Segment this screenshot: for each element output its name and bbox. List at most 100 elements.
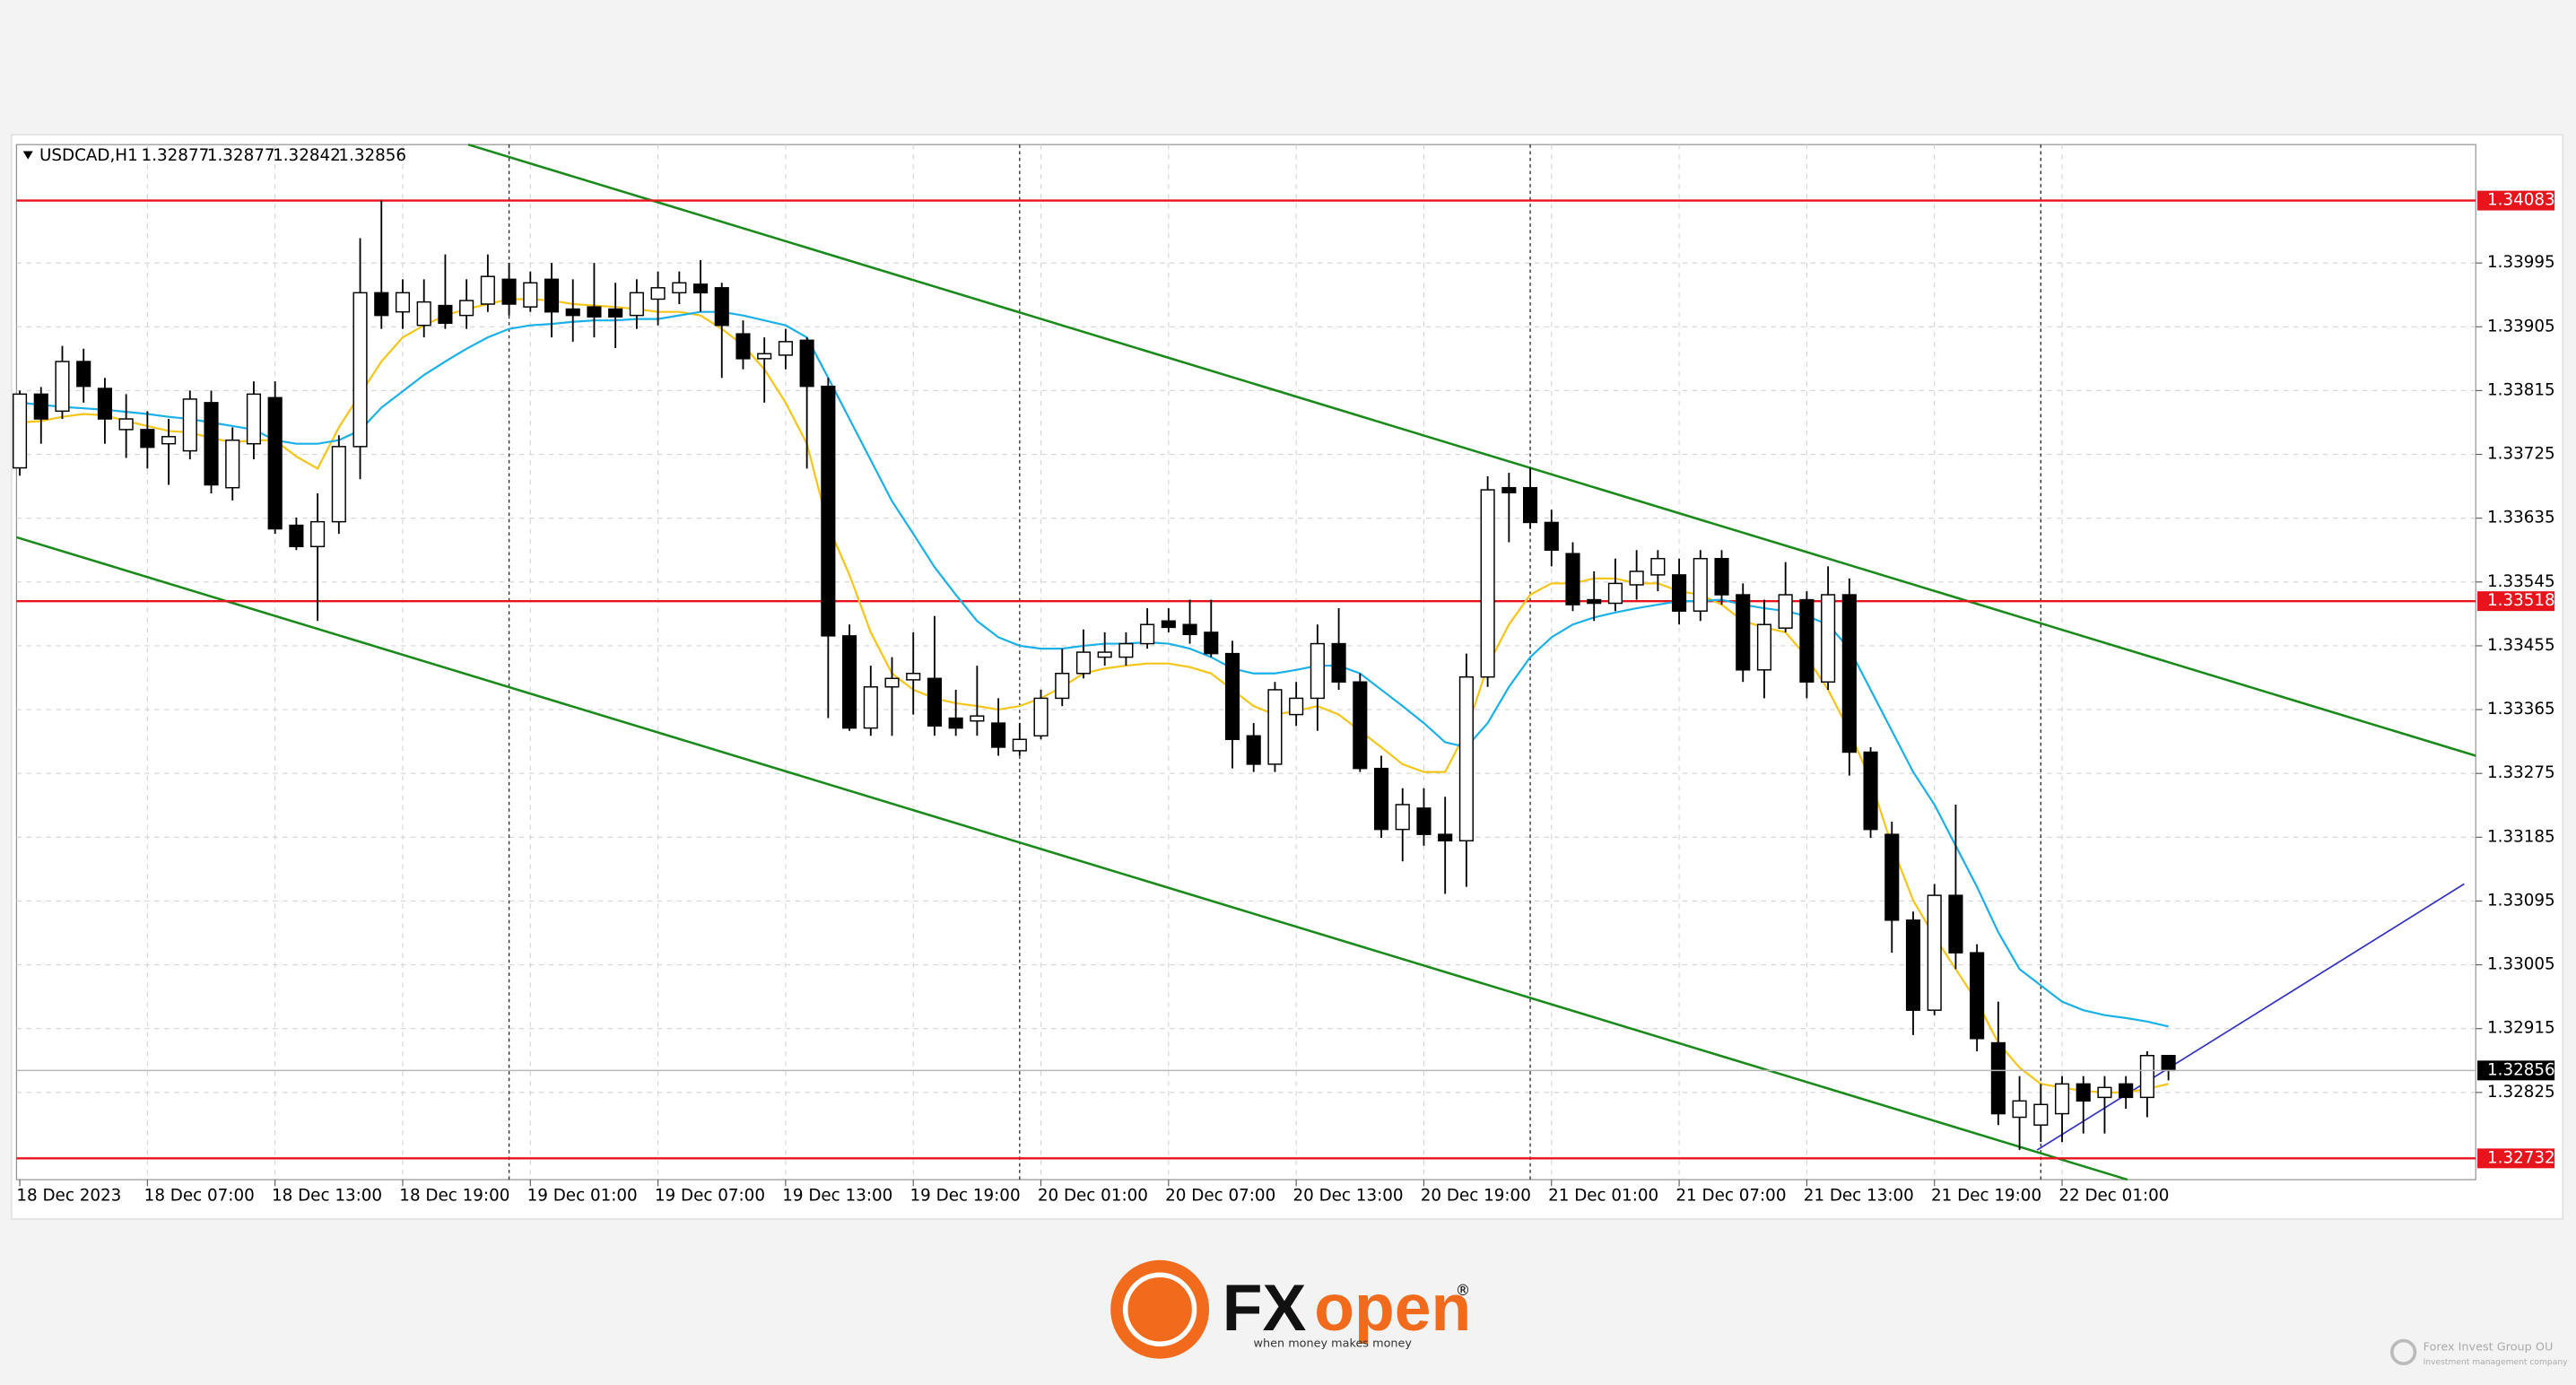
candle-body [1310, 642, 1325, 700]
candle-body [1458, 675, 1474, 842]
series [12, 199, 2483, 1187]
candle-body [1438, 833, 1453, 842]
y-tick-label: 1.32915 [2487, 1019, 2555, 1038]
y-tick-label: 1.33005 [2487, 955, 2555, 974]
candle-body [1607, 582, 1623, 605]
candle-body [1587, 598, 1602, 605]
candle-body [692, 283, 709, 294]
candle-body [629, 292, 644, 317]
candle-body [884, 677, 900, 688]
candle-body [2097, 1086, 2112, 1099]
last-price-label: 1.32856 [2487, 1060, 2555, 1079]
y-tick-label: 1.33905 [2487, 317, 2555, 335]
y-tick-label: 1.33455 [2487, 636, 2555, 655]
tagline: when money makes money [1254, 1337, 1413, 1351]
candle-body [1140, 623, 1155, 645]
candle-body [1331, 642, 1346, 683]
brand-fx: FX [1223, 1271, 1307, 1345]
candle-body [140, 429, 155, 449]
brand-open: open [1314, 1271, 1471, 1345]
candle-body [1990, 1041, 2006, 1115]
registered: ® [1456, 1282, 1470, 1299]
candle-body [182, 398, 197, 452]
y-tick-label: 1.33635 [2487, 509, 2555, 527]
candle-body [735, 333, 751, 360]
candle-body [821, 385, 836, 637]
level-label: 1.33518 [2487, 591, 2555, 610]
candle-body [778, 341, 793, 356]
x-tick-label: 20 Dec 01:00 [1038, 1186, 1148, 1205]
trend-line [2036, 883, 2465, 1151]
candle-body [1544, 521, 1559, 551]
candle-body [310, 520, 326, 548]
candle-body [2119, 1083, 2134, 1099]
candle-body [1863, 751, 1878, 831]
candle-body [1736, 594, 1751, 671]
x-tick-label: 19 Dec 13:00 [782, 1186, 892, 1205]
y-tick-label: 1.32825 [2487, 1083, 2555, 1102]
candle-body [416, 301, 431, 327]
candle-body [714, 287, 729, 327]
candle-body [587, 306, 602, 318]
candle-body [1033, 697, 1049, 737]
candle-body [757, 353, 772, 360]
candle-body [1523, 486, 1538, 524]
candle-body [76, 361, 91, 388]
candle-body [1756, 623, 1772, 671]
candle-body [97, 388, 112, 420]
candle-body [480, 275, 495, 305]
candle-body [2012, 1100, 2027, 1119]
candle-body [948, 717, 963, 729]
ohlc-low: 1.32842 [273, 146, 341, 165]
y-tick-label: 1.33815 [2487, 380, 2555, 399]
y-tick-label: 1.33185 [2487, 827, 2555, 846]
symbol: USDCAD,H1 [39, 146, 138, 165]
menu-arrow [22, 151, 33, 160]
x-tick-label: 20 Dec 07:00 [1165, 1186, 1275, 1205]
level-label-box [2477, 190, 2555, 211]
candle-body [927, 677, 942, 727]
candle-body [650, 287, 666, 301]
candle-body [1501, 486, 1517, 493]
level-label: 1.32732 [2487, 1148, 2555, 1167]
candle-body [991, 722, 1006, 748]
candle-body [33, 393, 48, 420]
candle-body [1224, 652, 1240, 740]
x-tick-label: 19 Dec 07:00 [655, 1186, 765, 1205]
candle-body [1075, 651, 1092, 675]
candle-body [161, 436, 177, 445]
company-sub: Investment management company [2424, 1358, 2569, 1367]
candle-body [523, 282, 538, 308]
candle-body [1693, 557, 1708, 612]
candle-body [1778, 594, 1793, 629]
x-tick-label: 19 Dec 19:00 [910, 1186, 1021, 1205]
candle-body [608, 308, 623, 318]
candle-body [331, 446, 346, 523]
candle-body [1480, 489, 1495, 678]
channel-upper [467, 143, 2476, 757]
candle-body [267, 396, 283, 530]
candle-body [395, 292, 411, 313]
x-tick-label: 18 Dec 07:00 [144, 1186, 255, 1205]
candle-body [1204, 632, 1219, 655]
ohlc-open: 1.32877 [142, 146, 210, 165]
header: USDCAD,H1 1.32877 1.32877 1.32842 1.3285… [22, 146, 406, 165]
candle-body [1353, 681, 1368, 770]
candle-body [672, 282, 687, 294]
candle-body [2139, 1055, 2154, 1099]
x-tick-label: 18 Dec 19:00 [399, 1186, 509, 1205]
candle-body [1395, 804, 1410, 831]
candle-body [501, 278, 517, 305]
x-tick-label: 22 Dec 01:00 [2058, 1186, 2169, 1205]
x-tick-label: 20 Dec 13:00 [1292, 1186, 1403, 1205]
candle-body [1799, 598, 1815, 683]
candle-body [1118, 642, 1134, 658]
y-tick-label: 1.33545 [2487, 572, 2555, 591]
candle-body [1289, 697, 1304, 716]
x-tick-label: 18 Dec 2023 [16, 1186, 121, 1205]
x-tick-label: 21 Dec 13:00 [1804, 1186, 1914, 1205]
x-tick-label: 19 Dec 01:00 [527, 1186, 638, 1205]
ohlc-close: 1.32856 [338, 146, 406, 165]
